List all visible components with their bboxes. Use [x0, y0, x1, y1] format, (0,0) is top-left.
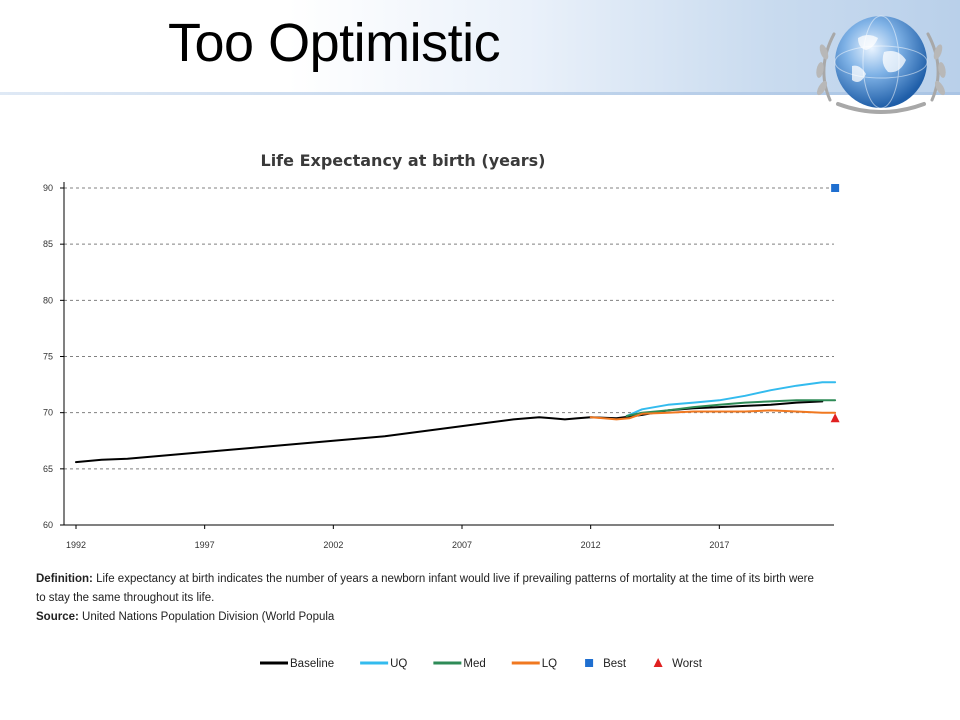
x-tick-label-1992: 1992	[66, 540, 86, 550]
legend-label-baseline: Baseline	[290, 658, 334, 670]
series-line-lq	[589, 409, 837, 421]
definition-text-2: to stay the same throughout its life.	[36, 592, 215, 604]
definition-line-2: to stay the same throughout its life.	[36, 592, 214, 604]
definition-text-1: Life expectancy at birth indicates the n…	[96, 573, 814, 585]
series-lines	[75, 381, 837, 464]
globe-emblem-icon	[816, 15, 946, 114]
y-tick-label-80: 80	[43, 295, 53, 305]
x-tick-label-2007: 2007	[452, 540, 472, 550]
x-tick-label-1997: 1997	[195, 540, 215, 550]
source-line: Source: United Nations Population Divisi…	[36, 611, 334, 623]
x-tick-label-2002: 2002	[323, 540, 343, 550]
series-markers	[830, 184, 840, 423]
axes: 60 65 70 75 80 85 90 1992 1997 2002 2007 2012 2017	[43, 182, 834, 550]
x-tick-label-2017: 2017	[709, 540, 729, 550]
y-tick-label-85: 85	[43, 239, 53, 249]
y-tick-label-90: 90	[43, 183, 53, 193]
header-band	[0, 0, 960, 92]
x-tick-label-2012: 2012	[581, 540, 601, 550]
legend-label-worst: Worst	[672, 658, 703, 670]
marker-worst	[830, 413, 840, 423]
series-line-med	[625, 399, 837, 417]
source-text: United Nations Population Division (Worl…	[82, 611, 335, 623]
definition-line-1: Definition: Life expectancy at birth ind…	[36, 573, 814, 585]
slide-title: Too Optimistic	[168, 13, 501, 73]
y-tick-label-60: 60	[43, 520, 53, 530]
y-tick-label-70: 70	[43, 408, 53, 418]
gridlines	[64, 187, 834, 470]
header-divider	[0, 92, 960, 95]
marker-best	[831, 184, 840, 192]
legend-label-uq: UQ	[390, 658, 407, 670]
legend-swatch-best	[585, 659, 594, 667]
source-label: Source:	[36, 611, 79, 623]
y-tick-label-75: 75	[43, 352, 53, 362]
legend-swatch-worst	[653, 658, 663, 667]
series-line-uq	[625, 381, 837, 417]
legend-label-med: Med	[463, 658, 485, 670]
definition-label: Definition:	[36, 573, 93, 585]
legend-label-lq: LQ	[542, 658, 557, 670]
chart-title: Life Expectancy at birth (years)	[261, 151, 546, 170]
y-tick-label-65: 65	[43, 464, 53, 474]
legend-label-best: Best	[603, 658, 627, 670]
legend: Baseline UQ Med LQ Best Worst	[260, 658, 703, 670]
